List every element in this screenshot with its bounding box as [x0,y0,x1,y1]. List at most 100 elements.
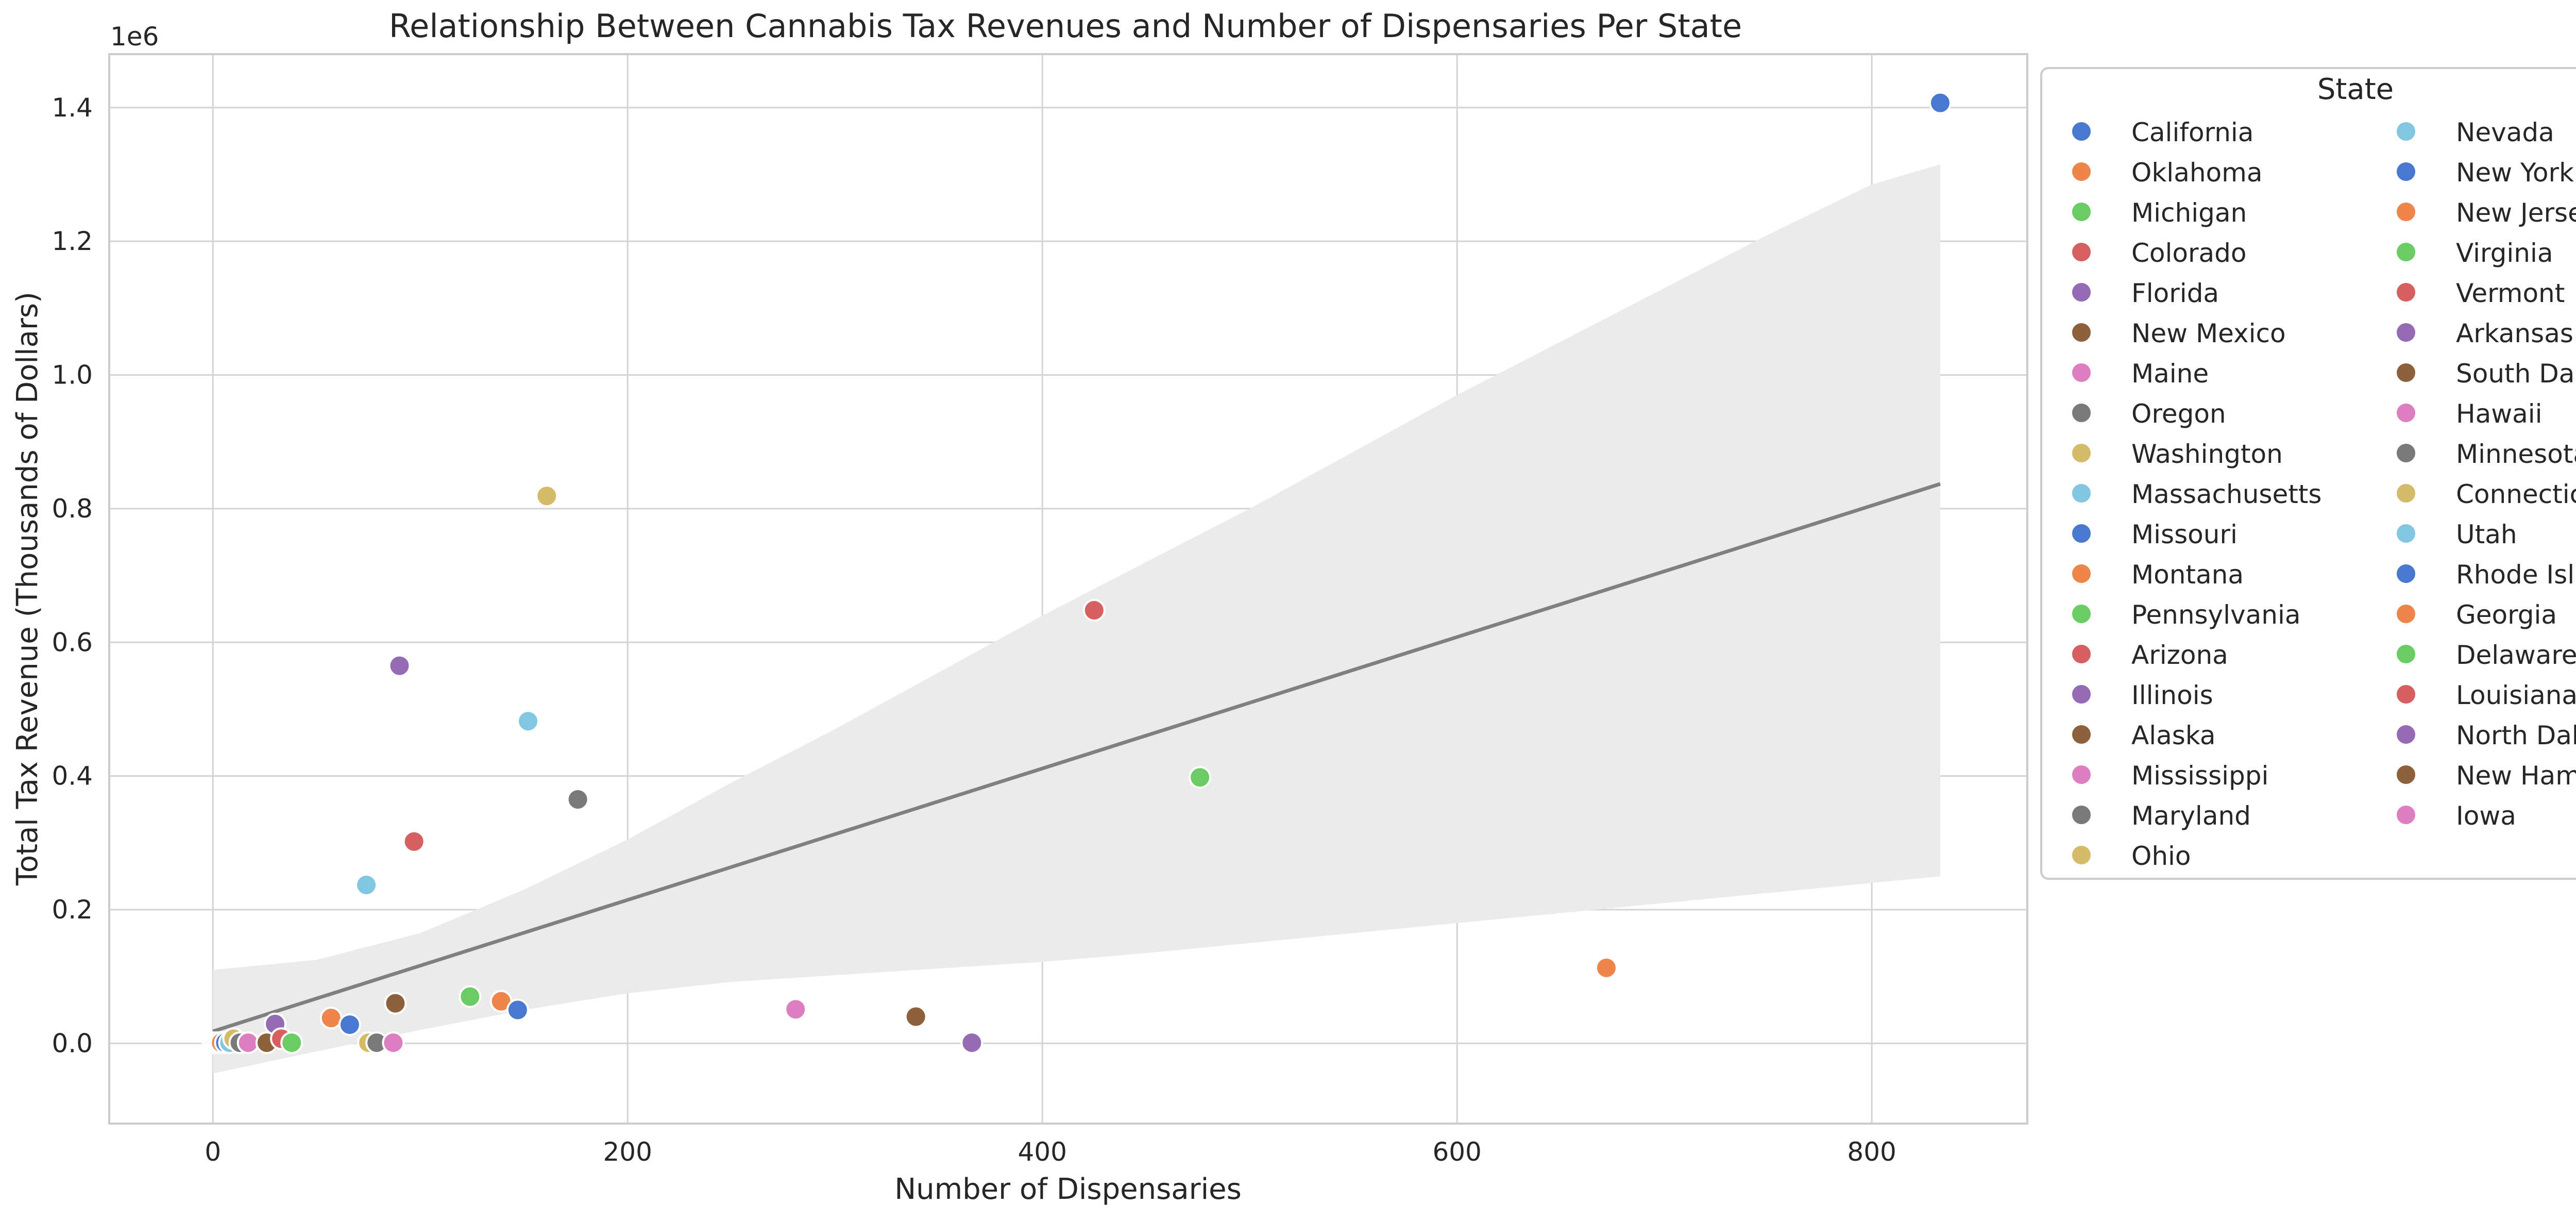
legend-marker [2070,844,2093,866]
legend-label: Massachusetts [2131,479,2321,509]
data-point-oklahoma [1595,956,1618,979]
y-axis-offset-label: 1e6 [110,22,159,52]
data-point-new-york [338,1013,361,1036]
legend-marker [2395,562,2417,585]
y-tick-label: 0.8 [52,494,93,524]
data-points [201,91,1952,1055]
x-tick-label: 0 [205,1137,221,1167]
legend-label: Louisiana [2456,680,2576,710]
data-point-new-jersey [319,1007,343,1030]
legend-marker [2070,804,2093,826]
regression-line [212,482,1941,1033]
y-tick-label: 0.6 [52,627,93,657]
legend-label: Colorado [2131,238,2247,268]
legend-marker [2395,522,2417,545]
y-tick-label: 1.4 [52,93,93,123]
data-point-alaska [384,992,407,1015]
legend-label: New Mexico [2131,319,2286,348]
legend-label: Washington [2131,439,2283,469]
legend-marker [2070,402,2093,424]
data-point-illinois [388,654,411,677]
legend-label: South Dakota [2456,359,2576,389]
legend-marker [2395,603,2417,625]
legend-label: Arkansas [2456,319,2573,348]
data-point-missouri [506,998,529,1022]
data-point-maine [784,998,807,1021]
legend-label: New Jersey [2456,198,2576,228]
chart-title: Relationship Between Cannabis Tax Revenu… [389,7,1742,45]
legend-marker [2395,804,2417,826]
legend-label: Delaware [2456,640,2576,670]
plot-area-frame [108,53,2028,1125]
data-point-virginia [280,1031,303,1055]
legend-label: Minnesota [2456,439,2576,469]
data-point-california [1928,91,1952,114]
legend: State California Oklahoma Michigan Colorado… [2040,67,2576,880]
legend-label: Rhode Island [2456,560,2576,590]
x-tick-label: 200 [603,1137,652,1167]
legend-label: Utah [2456,520,2517,549]
x-axis-ticks: 0 200 400 600 800 [205,1137,1896,1167]
legend-marker [2070,361,2093,384]
legend-label: Alaska [2131,721,2216,750]
y-tick-label: 1.0 [52,360,93,390]
legend-marker [2395,281,2417,304]
legend-label: Hawaii [2456,399,2543,429]
legend-marker [2070,442,2093,464]
legend-label: Oklahoma [2131,158,2262,188]
legend-marker [2070,763,2093,786]
data-point-pennsylvania [459,985,482,1008]
legend-label: Missouri [2131,520,2238,549]
legend-marker [2070,723,2093,746]
legend-marker [2070,241,2093,263]
legend-title: State [2317,73,2394,106]
legend-marker [2395,683,2417,706]
y-tick-label: 1.2 [52,226,93,256]
data-point-michigan [1189,766,1212,789]
legend-marker [2070,120,2093,143]
legend-marker [2070,281,2093,304]
legend-label: Nevada [2456,118,2554,147]
legend-label: Pennsylvania [2131,600,2301,630]
data-point-massachusetts [517,710,540,733]
legend-marker [2070,562,2093,585]
data-point-hawaii [236,1031,260,1055]
legend-marker [2395,200,2417,223]
y-axis-label: Total Tax Revenue (Thousands of Dollars) [11,292,44,886]
data-point-nevada [355,874,378,897]
legend-marker [2070,160,2093,183]
legend-label: Oregon [2131,399,2226,429]
legend-marker [2395,442,2417,464]
legend-marker [2395,361,2417,384]
legend-marker [2395,402,2417,424]
data-point-washington [535,484,558,508]
legend-marker [2070,482,2093,505]
legend-label: Florida [2131,278,2219,308]
legend-marker [2070,683,2093,706]
legend-label: Connecticut [2456,479,2576,509]
data-point-arizona [402,830,426,853]
legend-marker [2395,643,2417,665]
data-point-colorado [1082,599,1106,622]
x-axis-label: Number of Dispensaries [894,1173,1242,1206]
legend-marker [2070,643,2093,665]
legend-label: Georgia [2456,600,2557,630]
data-point-new-mexico [904,1005,927,1028]
legend-label: Illinois [2131,680,2213,710]
legend-marker [2395,321,2417,344]
data-point-mississippi [382,1031,405,1055]
x-tick-label: 800 [1847,1137,1896,1167]
y-axis-ticks: 0.0 0.2 0.4 0.6 0.8 1.0 1.2 1.4 [52,93,93,1059]
legend-label: Vermont [2456,278,2565,308]
y-tick-label: 0.2 [52,895,93,925]
legend-frame [2040,67,2576,880]
legend-marker [2395,723,2417,746]
legend-label: New York [2456,158,2574,188]
legend-label: Iowa [2456,801,2516,831]
legend-label: North Dakota [2456,721,2576,750]
x-tick-label: 400 [1018,1137,1066,1167]
legend-entries: California Oklahoma Michigan Colorado Florid… [2070,118,2576,871]
y-tick-label: 0.0 [52,1028,93,1058]
regression-line-group [212,482,1941,1033]
legend-marker [2070,522,2093,545]
